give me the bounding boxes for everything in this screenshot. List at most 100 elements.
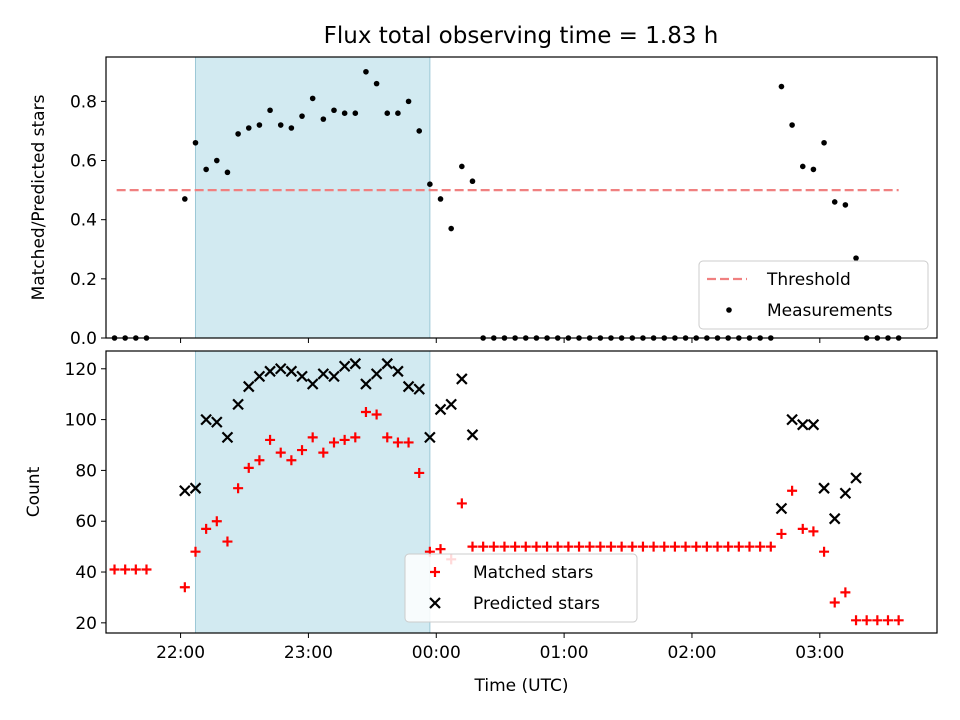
count-panel: 20 40 60 80 100 120 22:00 23:00 00:00 01:00 02:00 0…	[24, 350, 938, 696]
predicted-star-point	[413, 383, 426, 395]
matched-star-point	[254, 455, 265, 466]
measurement-point	[203, 166, 209, 173]
matched-star-point	[360, 406, 371, 417]
observing-span	[194, 350, 431, 634]
legend-label: Measurements	[767, 301, 893, 321]
legend-label: Threshold	[766, 270, 851, 290]
matched-star-point	[275, 447, 286, 458]
observing-span	[194, 56, 431, 339]
predicted-star-point	[839, 487, 852, 500]
legend-label: Matched stars	[473, 563, 593, 583]
matched-star-point	[819, 546, 830, 557]
y-tick-label: 0.0	[70, 329, 97, 349]
matched-star-point	[733, 541, 744, 552]
x-tick-label: 03:00	[795, 643, 844, 663]
matched-star-point	[488, 541, 499, 552]
predicted-star-point	[317, 368, 330, 380]
y-axis-label: Count	[24, 466, 44, 517]
predicted-star-point	[807, 418, 820, 431]
matched-star-point	[776, 528, 787, 539]
predicted-star-point	[285, 365, 298, 378]
measurement-point	[842, 202, 849, 208]
legend-measurement-swatch	[726, 307, 732, 313]
matched-star-point	[141, 564, 152, 575]
matched-star-point	[851, 615, 862, 626]
axes-frame	[105, 56, 938, 339]
y-axis-label: Matched/Predicted stars	[29, 94, 49, 300]
matched-star-point	[755, 541, 766, 552]
matched-star-point	[222, 536, 233, 547]
measurement-point	[469, 178, 476, 185]
predicted-star-point	[850, 472, 862, 484]
y-tick-label: 0.8	[70, 92, 97, 112]
measurement-point	[320, 116, 327, 122]
matched-star-point	[584, 541, 595, 552]
predicted-star-point	[306, 378, 319, 390]
matched-star-point	[882, 615, 893, 626]
predicted-star-point	[381, 357, 394, 370]
measurement-point	[214, 157, 220, 164]
matched-star-point	[382, 432, 393, 443]
predicted-star-point	[338, 360, 351, 373]
matched-star-point	[616, 541, 627, 552]
y-tick-label: 0.6	[70, 152, 97, 172]
matched-star-point	[510, 541, 521, 552]
matched-star-point	[339, 434, 350, 445]
predicted-star-point	[796, 418, 809, 431]
matched-star-point	[840, 587, 851, 598]
matched-star-point	[669, 541, 680, 552]
matched-star-point	[829, 597, 840, 608]
matched-star-point	[872, 615, 883, 626]
measurement-point	[395, 110, 401, 116]
matched-star-point	[659, 541, 670, 552]
matched-star-point	[893, 615, 904, 626]
matched-star-point	[563, 541, 574, 552]
y-tick-label: 100	[65, 411, 97, 431]
matched-star-point	[190, 546, 201, 557]
matched-star-point	[307, 432, 318, 443]
y-tick-label: 120	[65, 360, 97, 380]
predicted-star-point	[402, 380, 415, 393]
predicted-star-point	[370, 368, 383, 380]
ratio-panel: 0.0 0.2 0.4 0.6 0.8 Matched/Predicted stars Th…	[29, 56, 938, 349]
measurement-point	[267, 107, 273, 114]
measurement-point	[277, 122, 284, 128]
matched-star-point	[467, 541, 478, 552]
matched-star-point	[109, 564, 120, 575]
y-tick-label: 20	[75, 614, 97, 634]
matched-star-point	[787, 485, 798, 496]
measurement-point	[235, 131, 241, 137]
x-tick-label: 23:00	[284, 643, 333, 663]
measurement-point	[224, 169, 231, 176]
legend-box	[698, 260, 929, 330]
matched-star-point	[478, 541, 489, 552]
matched-star-point	[531, 541, 542, 552]
x-tick-label: 01:00	[540, 643, 589, 663]
matched-star-point	[723, 541, 734, 552]
measurement-point	[182, 196, 188, 202]
predicted-star-point	[466, 429, 479, 441]
matched-star-point	[712, 541, 723, 552]
legend-predicted-swatch	[429, 597, 441, 609]
matched-star-point	[701, 541, 712, 552]
predicted-star-point	[253, 370, 266, 383]
predicted-star-point	[445, 398, 457, 411]
predicted-star-point	[274, 363, 287, 375]
predicted-star-point	[360, 378, 372, 390]
measurement-point	[299, 113, 305, 119]
legend-matched-swatch	[430, 567, 440, 577]
matched-star-point	[392, 437, 403, 448]
measurement-point	[192, 139, 199, 146]
measurement-point	[309, 95, 316, 102]
measurement-point	[416, 128, 423, 134]
matched-star-point	[637, 541, 648, 552]
matched-star-point	[179, 582, 190, 593]
legend-label: Predicted stars	[473, 594, 600, 614]
matched-star-point	[765, 541, 776, 552]
y-tick-label: 0.2	[70, 270, 97, 290]
matched-star-point	[648, 541, 659, 552]
axes-frame	[105, 350, 938, 634]
predicted-star-point	[328, 370, 340, 383]
measurement-point	[288, 125, 295, 131]
